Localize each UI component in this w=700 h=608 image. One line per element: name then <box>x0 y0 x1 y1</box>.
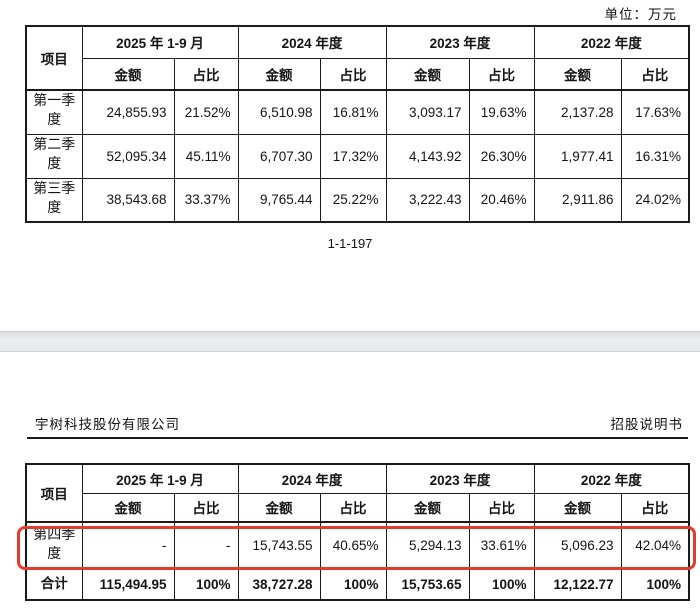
amount-cell: 15,743.55 <box>237 521 321 570</box>
amount-cell: 115,494.95 <box>81 568 175 601</box>
document-header: 宇树科技股份有限公司 招股说明书 <box>35 413 683 433</box>
col-header-2022: 2022 年度 <box>533 463 690 494</box>
subheader-amount: 金额 <box>385 57 470 91</box>
subheader-amount: 金额 <box>81 57 175 91</box>
amount-cell: 38,727.28 <box>237 568 321 601</box>
subheader-amount: 金额 <box>237 492 321 523</box>
ratio-cell: 20.46% <box>468 177 535 223</box>
amount-cell: 3,093.17 <box>385 89 470 135</box>
subheader-ratio: 占比 <box>620 492 690 523</box>
col-header-2024: 2024 年度 <box>237 463 387 494</box>
ratio-cell: 21.52% <box>173 89 239 135</box>
amount-cell: 2,137.28 <box>533 89 622 135</box>
table-row-q4-highlighted: 第四季度 - - 15,743.55 40.65% 5,294.13 33.61… <box>25 521 690 570</box>
subheader-ratio: 占比 <box>620 57 690 91</box>
subheader-amount: 金额 <box>385 492 470 523</box>
subheader-amount: 金额 <box>533 492 622 523</box>
col-header-2023: 2023 年度 <box>385 25 535 59</box>
col-header-item: 项目 <box>25 463 83 523</box>
subheader-ratio: 占比 <box>173 492 239 523</box>
ratio-cell: 19.63% <box>468 89 535 135</box>
amount-cell: - <box>81 521 175 570</box>
row-label: 第四季度 <box>25 521 83 570</box>
ratio-cell: 16.81% <box>319 89 387 135</box>
ratio-cell: 100% <box>319 568 387 601</box>
ratio-cell: 17.63% <box>620 89 690 135</box>
subheader-ratio: 占比 <box>173 57 239 91</box>
ratio-cell: 42.04% <box>620 521 690 570</box>
table2-wrapper: 项目 2025 年 1-9 月 2024 年度 2023 年度 2022 年度 … <box>17 463 696 601</box>
amount-cell: 5,096.23 <box>533 521 622 570</box>
page-number: 1-1-197 <box>327 236 373 251</box>
subheader-amount: 金额 <box>533 57 622 91</box>
table-row-total: 合计 115,494.95 100% 38,727.28 100% 15,753… <box>25 568 690 601</box>
company-name: 宇树科技股份有限公司 <box>35 417 180 432</box>
subheader-ratio: 占比 <box>468 492 535 523</box>
ratio-cell: 33.37% <box>173 177 239 223</box>
ratio-cell: 100% <box>620 568 690 601</box>
amount-cell: 4,143.92 <box>385 133 470 179</box>
col-header-2025: 2025 年 1-9 月 <box>81 25 239 59</box>
ratio-cell: 33.61% <box>468 521 535 570</box>
table-row-q1: 第一季度 24,855.93 21.52% 6,510.98 16.81% 3,… <box>25 89 690 135</box>
col-header-2022: 2022 年度 <box>533 25 690 59</box>
amount-cell: 2,911.86 <box>533 177 622 223</box>
unit-label: 单位：万元 <box>604 7 677 22</box>
subheader-amount: 金额 <box>81 492 175 523</box>
table-row-q2: 第二季度 52,095.34 45.11% 6,707.30 17.32% 4,… <box>25 133 690 179</box>
ratio-cell: 17.32% <box>319 133 387 179</box>
col-header-2023: 2023 年度 <box>385 463 535 494</box>
amount-cell: 1,977.41 <box>533 133 622 179</box>
ratio-cell: 45.11% <box>173 133 239 179</box>
amount-cell: 6,510.98 <box>237 89 321 135</box>
amount-cell: 38,543.68 <box>81 177 175 223</box>
quarterly-revenue-table-page1: 项目 2025 年 1-9 月 2024 年度 2023 年度 2022 年度 … <box>25 25 691 223</box>
col-header-item: 项目 <box>25 25 83 91</box>
amount-cell: 52,095.34 <box>81 133 175 179</box>
amount-cell: 5,294.13 <box>385 521 470 570</box>
ratio-cell: 24.02% <box>620 177 690 223</box>
row-label: 第三季度 <box>25 177 83 223</box>
amount-cell: 9,765.44 <box>237 177 321 223</box>
row-label: 第二季度 <box>25 133 83 179</box>
header-rule <box>27 437 688 439</box>
subheader-ratio: 占比 <box>468 57 535 91</box>
ratio-cell: - <box>173 521 239 570</box>
row-label: 合计 <box>25 568 83 601</box>
subheader-amount: 金额 <box>237 57 321 91</box>
ratio-cell: 40.65% <box>319 521 387 570</box>
ratio-cell: 26.30% <box>468 133 535 179</box>
ratio-cell: 25.22% <box>319 177 387 223</box>
subheader-ratio: 占比 <box>319 492 387 523</box>
document-type: 招股说明书 <box>610 417 683 432</box>
table-row-q3: 第三季度 38,543.68 33.37% 9,765.44 25.22% 3,… <box>25 177 690 223</box>
page-separator <box>0 331 700 352</box>
amount-cell: 24,855.93 <box>81 89 175 135</box>
ratio-cell: 100% <box>173 568 239 601</box>
amount-cell: 3,222.43 <box>385 177 470 223</box>
amount-cell: 12,122.77 <box>533 568 622 601</box>
col-header-2025: 2025 年 1-9 月 <box>81 463 239 494</box>
subheader-ratio: 占比 <box>319 57 387 91</box>
ratio-cell: 16.31% <box>620 133 690 179</box>
row-label: 第一季度 <box>25 89 83 135</box>
amount-cell: 15,753.65 <box>385 568 470 601</box>
amount-cell: 6,707.30 <box>237 133 321 179</box>
col-header-2024: 2024 年度 <box>237 25 387 59</box>
quarterly-revenue-table-page2: 项目 2025 年 1-9 月 2024 年度 2023 年度 2022 年度 … <box>25 463 691 601</box>
ratio-cell: 100% <box>468 568 535 601</box>
